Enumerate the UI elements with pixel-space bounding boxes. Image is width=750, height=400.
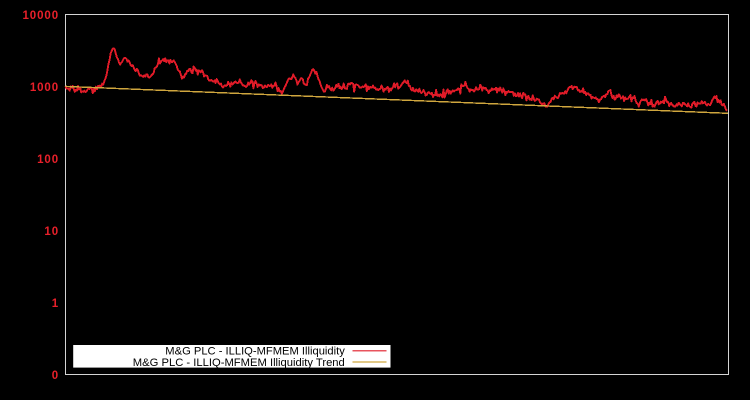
svg-text:0: 0 [52,370,59,382]
svg-text:10: 10 [44,226,59,238]
svg-text:100: 100 [37,154,59,166]
svg-text:10000: 10000 [23,10,59,22]
svg-text:1000: 1000 [30,82,59,94]
svg-text:M&G PLC - ILLIQ-MFMEM Illiquid: M&G PLC - ILLIQ-MFMEM Illiquidity Trend [133,357,345,369]
svg-text:M&G PLC - ILLIQ-MFMEM Illiquid: M&G PLC - ILLIQ-MFMEM Illiquidity [165,346,345,358]
svg-text:1: 1 [52,298,59,310]
